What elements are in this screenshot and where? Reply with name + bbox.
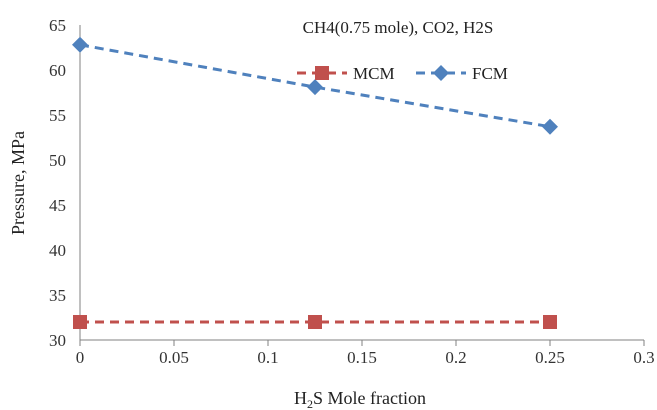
series-layer — [72, 36, 558, 329]
y-tick-label: 35 — [49, 286, 66, 305]
y-tick-label: 50 — [49, 151, 66, 170]
legend-label-fcm: FCM — [472, 64, 508, 83]
x-axis-title: H2S Mole fraction — [294, 388, 426, 410]
y-tick-label: 60 — [49, 61, 66, 80]
x-axis-title-suffix: S Mole fraction — [313, 388, 426, 408]
data-point-fcm — [542, 118, 558, 135]
y-tick-label: 55 — [49, 106, 66, 125]
legend-item-fcm: FCM — [416, 64, 508, 83]
data-point-fcm — [307, 79, 323, 96]
x-tick-label: 0.15 — [347, 348, 377, 367]
legend-marker-mcm — [315, 66, 329, 80]
chart-title: CH4(0.75 mole), CO2, H2S — [303, 18, 494, 37]
y-axis-title: Pressure, MPa — [8, 131, 28, 235]
series-line-fcm — [79, 43, 551, 129]
data-point-mcm — [308, 315, 322, 329]
x-tick-label: 0.3 — [633, 348, 654, 367]
x-axis-ticks: 0 0.05 0.1 0.15 0.2 0.25 0.3 — [76, 340, 655, 367]
data-point-fcm — [72, 36, 88, 53]
y-axis-ticks: 30 35 40 45 50 55 60 65 — [49, 16, 66, 350]
x-axis-title-subscript: 2 — [307, 397, 313, 410]
legend-marker-fcm — [433, 65, 449, 81]
x-tick-label: 0.1 — [257, 348, 278, 367]
y-tick-label: 30 — [49, 331, 66, 350]
legend-item-mcm: MCM — [297, 64, 395, 83]
x-axis-title-prefix: H — [294, 388, 307, 408]
x-tick-label: 0.25 — [535, 348, 565, 367]
x-tick-label: 0.2 — [445, 348, 466, 367]
legend-label-mcm: MCM — [353, 64, 395, 83]
x-tick-label: 0 — [76, 348, 85, 367]
data-point-mcm — [73, 315, 87, 329]
x-tick-label: 0.05 — [159, 348, 189, 367]
y-tick-label: 65 — [49, 16, 66, 35]
data-point-mcm — [543, 315, 557, 329]
y-tick-label: 45 — [49, 196, 66, 215]
y-tick-label: 40 — [49, 241, 66, 260]
legend: MCM FCM — [297, 64, 508, 83]
